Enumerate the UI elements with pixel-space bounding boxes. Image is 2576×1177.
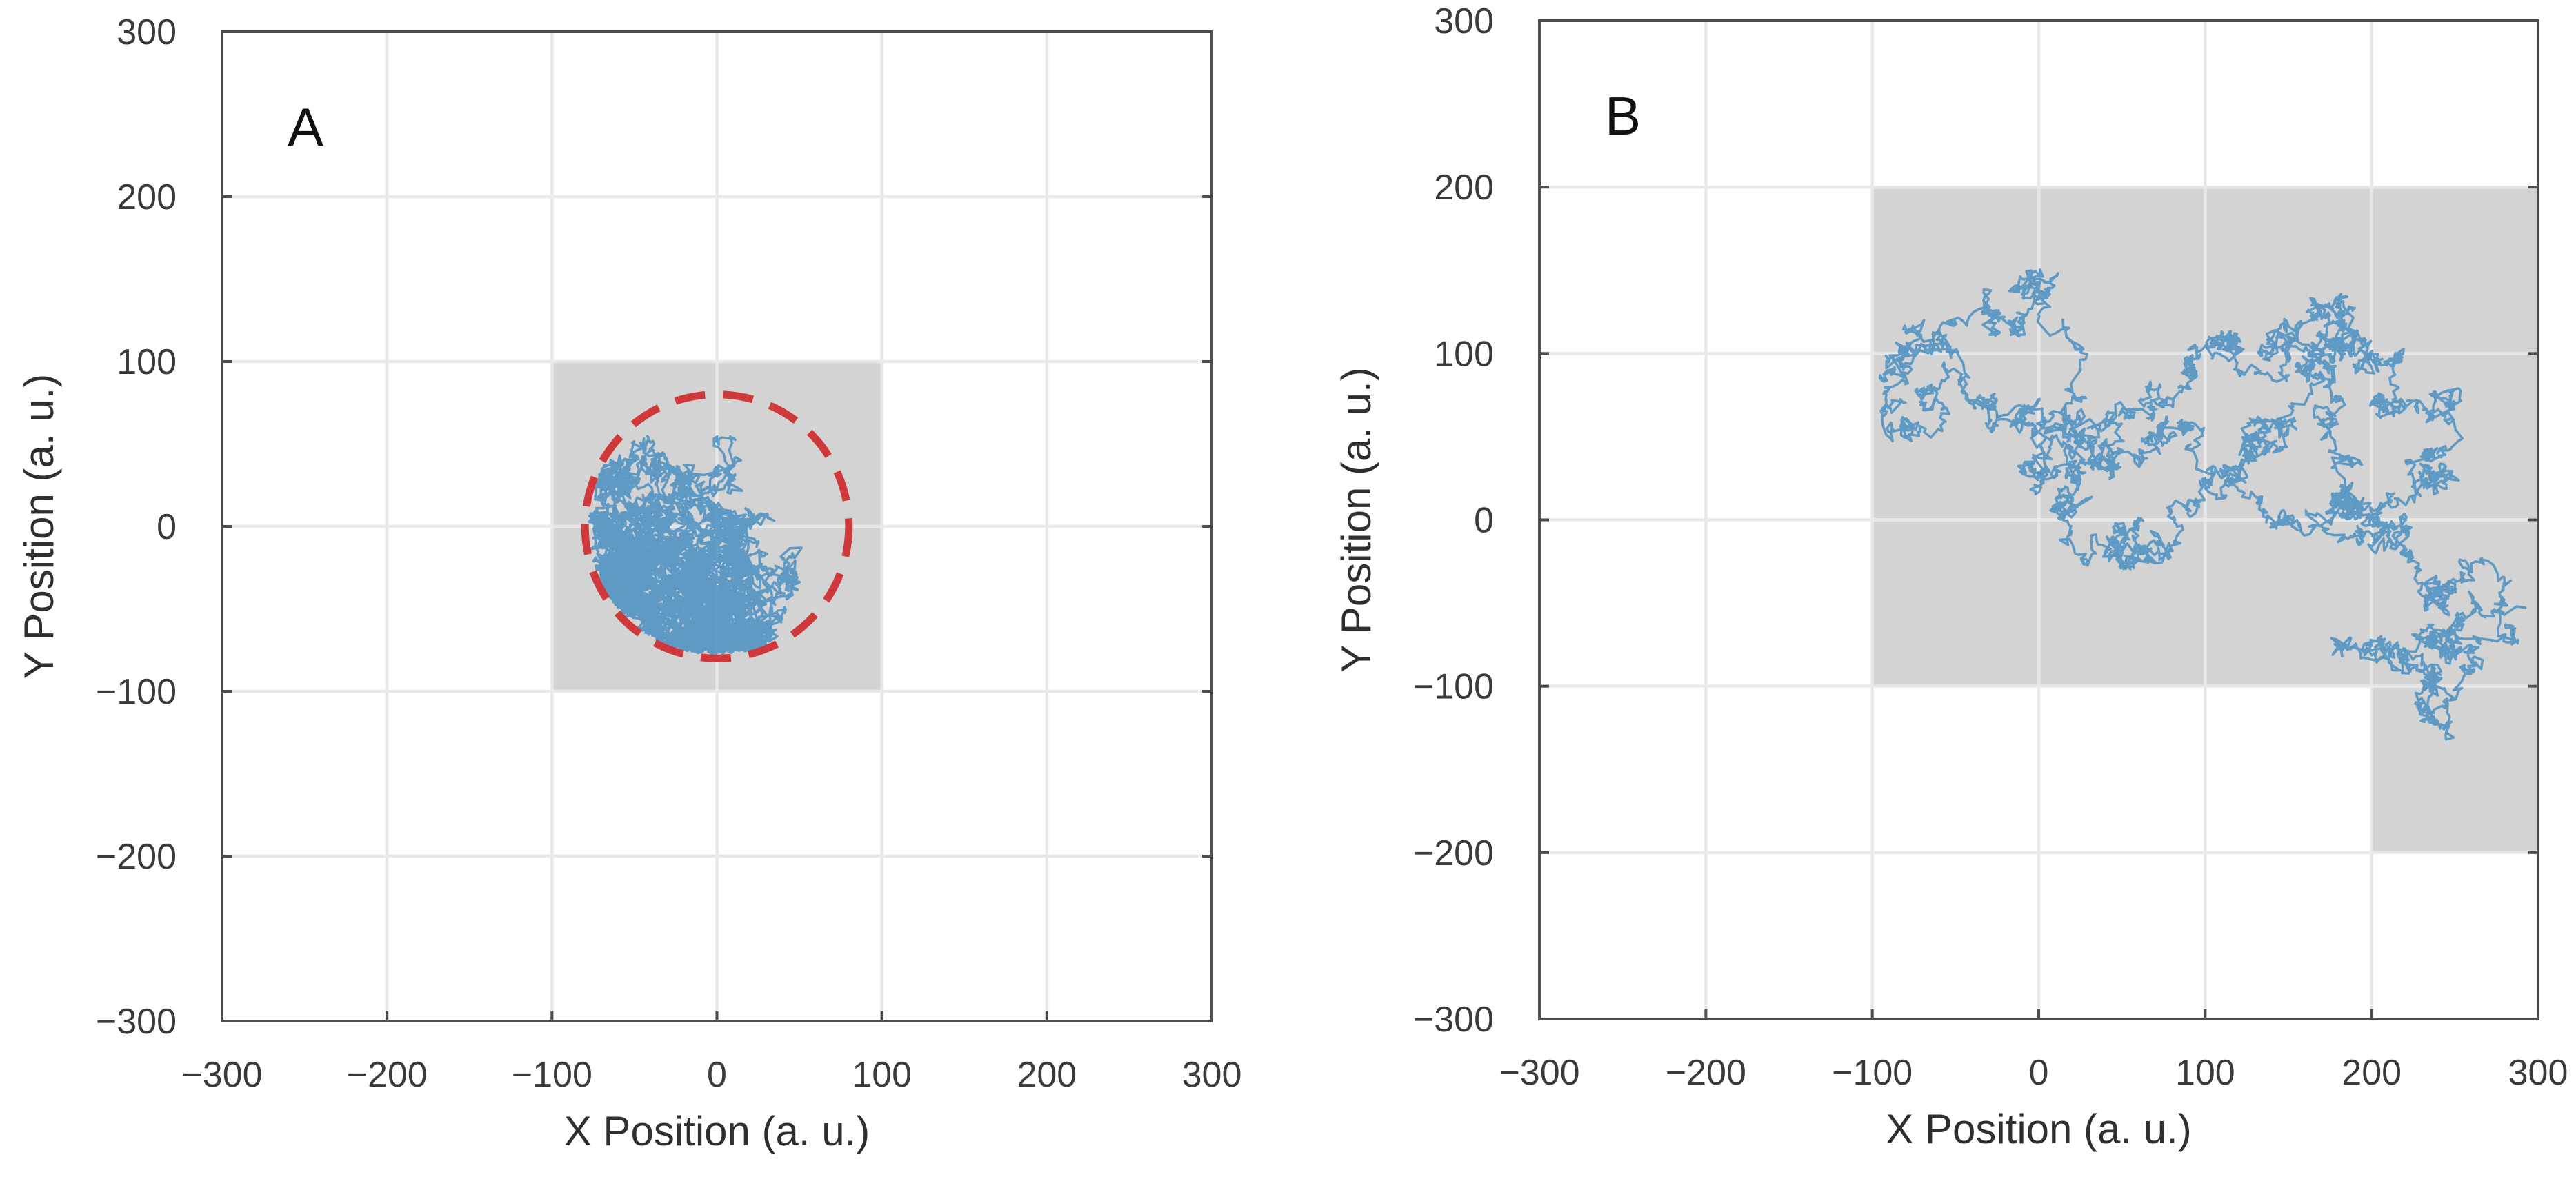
y-tick-label: −100 [96, 672, 177, 712]
y-tick-label: 300 [117, 12, 177, 52]
boundary-circle [581, 390, 853, 662]
y-tick-label: −100 [1413, 667, 1494, 707]
y-tick-label: 200 [1434, 168, 1494, 208]
shaded-cell [2371, 353, 2538, 520]
x-tick-label: −100 [1832, 1053, 1913, 1093]
panel-label: A [288, 97, 323, 157]
x-tick-label: 100 [852, 1055, 912, 1095]
x-tick-label: −200 [1666, 1053, 1746, 1093]
x-tick-label: 300 [2508, 1053, 2568, 1093]
y-tick-label: 0 [1474, 501, 1494, 541]
random-walk-trajectory [1878, 268, 2527, 741]
y-tick-label: 300 [1434, 1, 1494, 41]
shaded-cell [2371, 686, 2538, 853]
shaded-cell [1872, 520, 2039, 686]
shaded-cell [2039, 520, 2206, 686]
x-tick-label: 200 [2342, 1053, 2402, 1093]
y-tick-label: −200 [96, 837, 177, 877]
x-tick-label: −100 [512, 1055, 592, 1095]
y-axis-title: Y Position (a. u.) [1333, 367, 1379, 672]
shaded-cell [2039, 187, 2206, 354]
panel-a: −300 −200 −100 0 100 200 300 −300 −200 −100 0 100 20… [16, 12, 1241, 1154]
x-tick-label: −300 [1499, 1053, 1579, 1093]
x-axis-title: X Position (a. u.) [1886, 1106, 2192, 1152]
x-tick-label: 200 [1017, 1055, 1077, 1095]
y-tick-label: 100 [1434, 334, 1494, 374]
panel-label: B [1605, 86, 1641, 146]
y-tick-label: −300 [1413, 1000, 1494, 1040]
y-tick-label: 100 [117, 342, 177, 382]
x-tick-label: −200 [347, 1055, 428, 1095]
x-tick-label: 0 [707, 1055, 727, 1095]
y-axis-title: Y Position (a. u.) [16, 374, 62, 679]
shaded-cell [2371, 187, 2538, 354]
shaded-cell [2205, 520, 2372, 686]
y-tick-label: −200 [1413, 833, 1494, 873]
y-tick-label: 0 [157, 507, 177, 547]
x-tick-label: −300 [181, 1055, 262, 1095]
x-tick-label: 0 [2029, 1053, 2049, 1093]
shaded-cell [1872, 353, 2039, 520]
y-tick-label: 200 [117, 177, 177, 217]
x-tick-label: 300 [1182, 1055, 1242, 1095]
panel-b: −300 −200 −100 0 100 200 300 −300 −200 −100 0 100 20… [1333, 1, 2568, 1152]
x-tick-label: 100 [2175, 1053, 2235, 1093]
x-axis-title: X Position (a. u.) [564, 1108, 870, 1154]
random-walk-trajectory [588, 435, 803, 655]
y-tick-label: −300 [96, 1002, 177, 1042]
